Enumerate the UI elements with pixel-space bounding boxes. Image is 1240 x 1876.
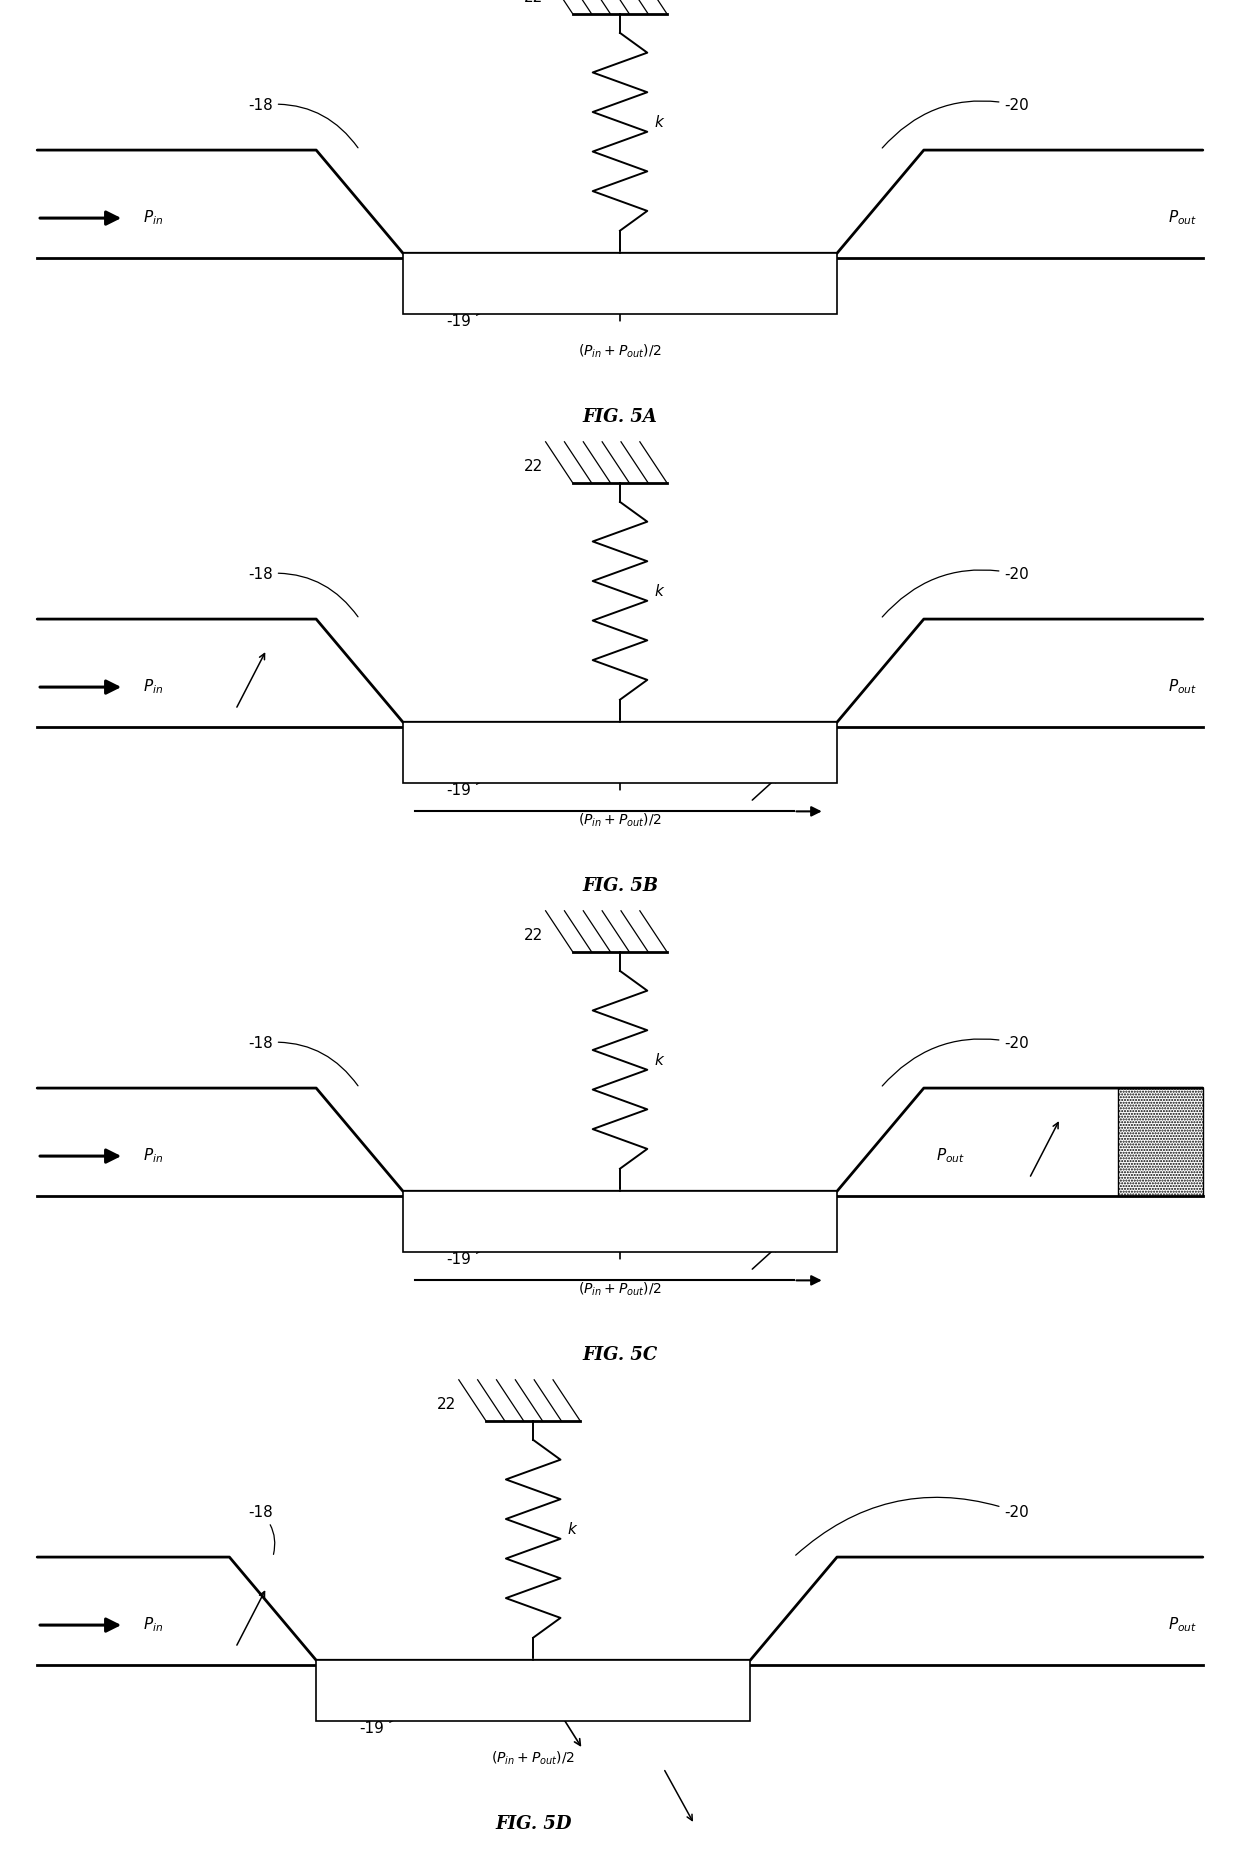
Text: -19: -19 [446,730,520,797]
Text: -19: -19 [360,1668,433,1735]
Text: k: k [568,1521,577,1536]
Text: -20: -20 [882,567,1029,617]
Bar [1118,1088,1203,1197]
Text: $P_{in}$: $P_{in}$ [143,677,162,696]
Text: -18: -18 [248,1036,358,1086]
Text: 22: 22 [436,1398,456,1413]
Text: $(P_{in}+P_{out})/2$: $(P_{in}+P_{out})/2$ [578,1279,662,1298]
Text: $(P_{in}+P_{out})/2$: $(P_{in}+P_{out})/2$ [578,812,662,829]
Text: k: k [655,1052,663,1067]
Bar [403,253,837,315]
Text: $P_{out}$: $P_{out}$ [936,1146,965,1165]
Text: 22: 22 [523,0,543,6]
Text: -20: -20 [882,1036,1029,1086]
Text: $P_{out}$: $P_{out}$ [1168,208,1197,227]
Text: FIG. 5C: FIG. 5C [583,1347,657,1364]
Text: $(P_{in}+P_{out})/2$: $(P_{in}+P_{out})/2$ [578,343,662,360]
Bar [316,1660,750,1722]
Text: FIG. 5B: FIG. 5B [582,878,658,895]
Text: FIG. 5A: FIG. 5A [583,409,657,426]
Text: FIG. 5D: FIG. 5D [495,1816,572,1833]
Text: $P_{in}$: $P_{in}$ [143,1146,162,1165]
Text: k: k [655,114,663,129]
Text: $P_{in}$: $P_{in}$ [143,208,162,227]
Text: -19: -19 [446,1199,520,1266]
Text: -18: -18 [248,98,358,148]
Text: 22: 22 [523,460,543,475]
Text: $P_{in}$: $P_{in}$ [143,1615,162,1634]
Text: -20: -20 [882,98,1029,148]
Text: $P_{out}$: $P_{out}$ [1168,1615,1197,1634]
Text: $P_{out}$: $P_{out}$ [1168,677,1197,696]
Bar [403,1191,837,1253]
Text: -18: -18 [248,567,358,617]
Text: -20: -20 [796,1497,1029,1555]
Bar [403,722,837,784]
Text: k: k [655,583,663,598]
Text: -19: -19 [446,261,520,328]
Text: -18: -18 [248,1505,275,1555]
Text: 22: 22 [523,929,543,944]
Text: $(P_{in}+P_{out})/2$: $(P_{in}+P_{out})/2$ [491,1748,575,1767]
